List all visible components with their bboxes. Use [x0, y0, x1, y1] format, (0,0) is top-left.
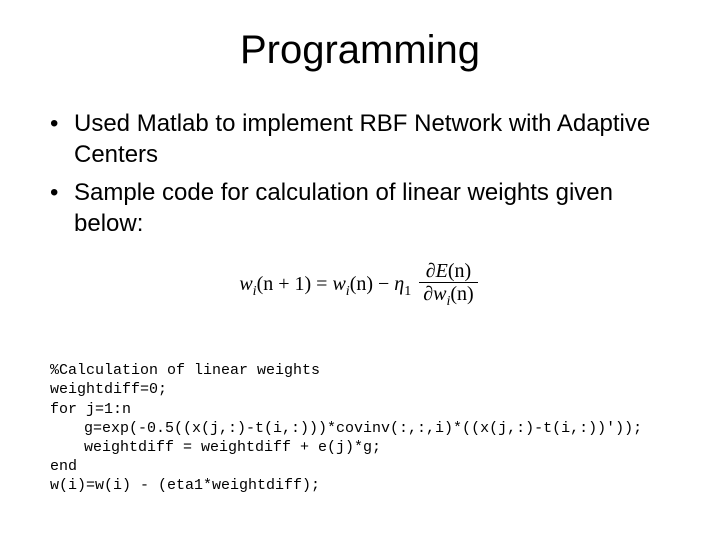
- code-line: for j=1:n: [50, 401, 131, 418]
- eq-den-arg: (n): [450, 283, 473, 305]
- code-line: g=exp(-0.5((x(j,:)-t(i,:)))*covinv(:,:,i…: [84, 420, 642, 437]
- eq-num-arg: (n): [448, 260, 471, 282]
- eq-den-partial: ∂: [423, 283, 433, 305]
- eq-den-var: w: [433, 283, 446, 305]
- code-block: %Calculation of linear weights weightdif…: [50, 342, 680, 515]
- code-line: weightdiff = weightdiff + e(j)*g;: [84, 439, 381, 456]
- eq-rhs-var: w: [332, 273, 345, 295]
- eq-minus: −: [378, 273, 389, 295]
- eq-lhs-var: w: [239, 273, 252, 295]
- eq-frac-num: ∂E(n): [419, 260, 477, 283]
- code-line: %Calculation of linear weights: [50, 362, 320, 379]
- eq-eta-sub: 1: [404, 284, 411, 299]
- eq-eta: η: [394, 273, 404, 295]
- bullet-list: Used Matlab to implement RBF Network wit…: [50, 109, 680, 240]
- bullet-item: Used Matlab to implement RBF Network wit…: [50, 109, 680, 170]
- code-line: w(i)=w(i) - (eta1*weightdiff);: [50, 477, 320, 494]
- eq-equals: =: [316, 273, 332, 295]
- code-line: weightdiff=0;: [50, 381, 167, 398]
- eq-lhs-arg: (n + 1): [257, 273, 312, 295]
- eq-frac-den: ∂wi(n): [419, 283, 477, 310]
- slide: Programming Used Matlab to implement RBF…: [0, 0, 720, 540]
- update-equation: wi(n + 1) = wi(n) − η1 ∂E(n) ∂wi(n): [40, 260, 680, 310]
- eq-fraction: ∂E(n) ∂wi(n): [419, 260, 477, 310]
- eq-rhs-arg: (n): [350, 273, 373, 295]
- equation-body: wi(n + 1) = wi(n) − η1 ∂E(n) ∂wi(n): [239, 273, 480, 295]
- code-line: end: [50, 458, 77, 475]
- bullet-item: Sample code for calculation of linear we…: [50, 178, 680, 239]
- eq-num-func: E: [436, 260, 448, 282]
- eq-num-partial: ∂: [426, 260, 436, 282]
- slide-title: Programming: [40, 28, 680, 73]
